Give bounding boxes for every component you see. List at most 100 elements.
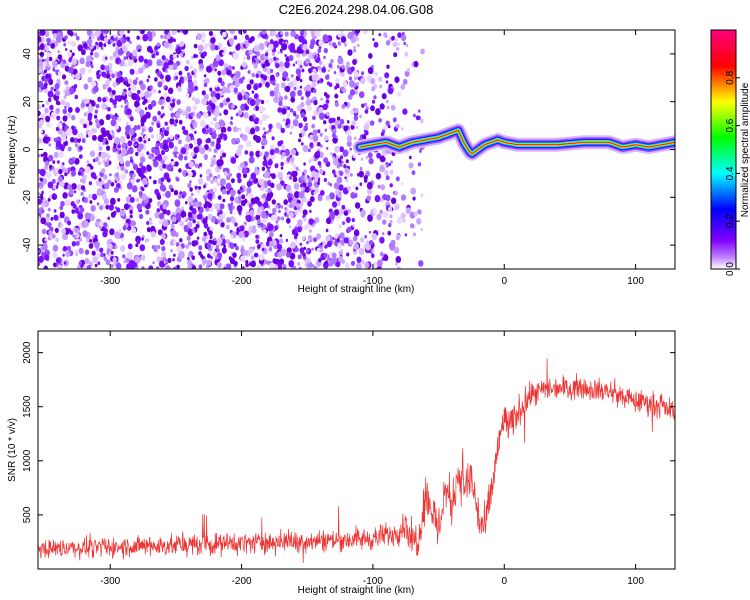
spectrogram-cell [396,42,400,46]
spectrogram-cell [83,83,89,90]
spectrogram-cell [191,255,196,260]
spectrogram-cell [358,170,364,178]
spectrogram-cell [140,254,146,261]
spectrogram-cell [268,57,274,64]
spectrogram-cell [400,194,407,201]
spectrogram-cell [277,107,283,113]
spectrogram-cell [123,259,127,264]
spectrogram-cell [274,252,279,258]
spectrogram-cell [363,175,368,181]
spectrogram-cell [61,136,67,142]
spectrogram-cell [285,85,291,93]
spectrogram-cell [113,104,117,109]
spectrogram-cell [295,166,299,171]
spectrogram-cell [205,138,210,144]
spectrogram-cell [343,237,349,244]
spectrogram-cell [156,59,163,67]
spectrogram-cell [114,231,121,239]
spectrogram-cell [106,131,111,136]
spectrogram-cell [307,181,313,188]
spectrogram-cell [214,109,220,117]
spectrogram-cell [292,63,296,67]
spectrogram-cell [94,30,101,38]
spectrogram-cell [262,217,268,224]
spectrogram-cell [150,100,157,107]
spectrogram-cell [109,97,114,103]
spectrogram-cell [121,238,124,242]
spectrogram-cell [352,154,356,159]
spectrogram-cell [230,41,234,46]
spectrogram-cell [316,150,320,156]
spectrogram-cell [129,128,135,136]
spectrogram-cell [390,104,396,111]
spectrogram-cell [75,72,81,81]
spectrogram-cell [223,244,227,248]
spectrogram-cell [282,71,289,79]
spectrogram-cell [110,182,115,187]
spectrogram-cell [243,250,249,256]
spectrogram-cell [344,262,350,269]
spectrogram-cell [165,58,169,63]
x-tick-label: -200 [232,576,252,587]
spectrogram-cell [334,145,341,153]
spectrogram-cell [330,59,334,64]
spectrogram-cell [253,84,258,91]
spectrogram-cell [62,253,65,257]
spectrogram-cell [368,157,374,165]
spectrogram-cell [125,160,131,167]
spectrogram-cell [150,30,156,38]
spectrogram-cell [364,102,368,107]
spectrogram-cell [73,190,77,194]
spectrogram-cell [387,230,392,236]
spectrogram-cell [379,155,386,163]
spectrogram-cell [316,66,320,70]
spectrogram-cell [305,59,309,64]
spectrogram-cell [129,68,135,75]
spectrogram-cell [294,210,298,215]
spectrogram-cell [349,89,356,96]
x-tick-label: 100 [627,576,644,587]
spectrogram-cell [317,48,322,53]
spectrogram-cell [196,138,203,146]
spectrogram-cell [401,127,404,131]
spectrogram-cell [328,63,333,68]
spectrogram-cell [379,251,384,257]
spectrogram-cell [97,160,102,166]
spectrogram-cell [337,256,343,263]
spectrogram-cell [280,156,284,160]
spectrogram-cell [119,209,126,217]
spectrogram-cell [136,203,143,211]
spectrogram-cell [48,56,53,62]
spectrogram-cell [128,204,131,208]
spectrogram-cell [326,146,329,150]
figure-title: C2E6.2024.298.04.06.G08 [279,2,434,17]
spectrogram-cell [323,47,328,54]
spectrogram-cell [305,99,311,106]
spectrogram-cell [173,38,176,43]
spectrogram-cell [147,75,151,79]
spectrogram-cell [216,159,223,167]
spectrogram-cell [152,160,159,168]
spectrogram-cell [382,219,387,225]
spectrogram-cell [62,122,66,128]
spectrogram-cell [278,61,284,68]
spectrogram-cell [298,122,303,129]
spectrogram-cell [194,130,197,134]
spectrogram-cell [120,104,124,108]
spectrogram-cell [400,83,406,90]
spectrogram-cell [102,141,106,146]
spectrogram-cell [273,86,280,94]
spectrogram-cell [271,136,275,141]
spectrogram-cell [87,38,93,46]
spectrogram-cell [91,193,98,201]
spectrogram-cell [229,242,235,249]
spectrogram-cell [120,165,125,171]
spectrogram-cell [181,194,185,199]
spectrogram-cell [390,197,397,205]
spectrogram-cell [266,130,270,134]
spectrogram-cell [194,198,198,203]
spectrogram-cell [268,123,273,130]
spectrogram-cell [286,214,289,218]
spectrogram-cell [39,177,44,182]
spectrogram-cell [127,30,130,34]
